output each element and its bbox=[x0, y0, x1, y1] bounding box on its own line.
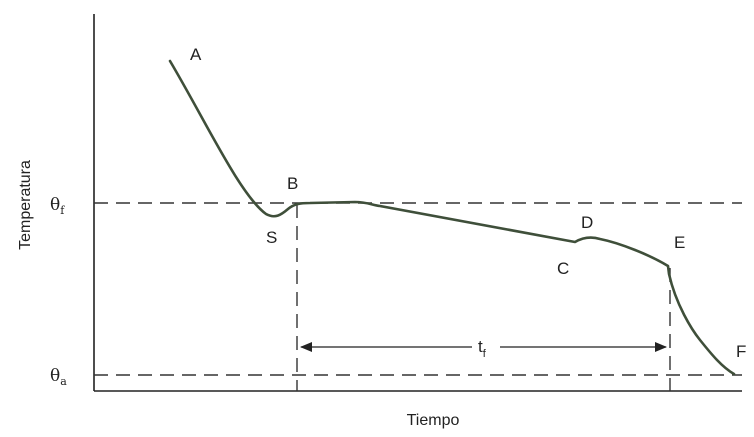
cooling-curve bbox=[168, 59, 736, 376]
point-label-b: B bbox=[287, 174, 298, 193]
point-label-d: D bbox=[581, 213, 593, 232]
point-label-e: E bbox=[674, 233, 685, 252]
point-label-c: C bbox=[557, 259, 569, 278]
x-axis-title: Tiempo bbox=[407, 412, 460, 429]
freezing-level-label: θf bbox=[50, 195, 65, 217]
y-axis-title: Temperatura bbox=[17, 160, 34, 250]
point-label-s: S bbox=[266, 228, 277, 247]
ambient-level-label: θa bbox=[50, 366, 67, 388]
point-label-f: F bbox=[736, 342, 746, 361]
interval-label: tf bbox=[478, 337, 487, 360]
point-label-a: A bbox=[190, 45, 202, 64]
